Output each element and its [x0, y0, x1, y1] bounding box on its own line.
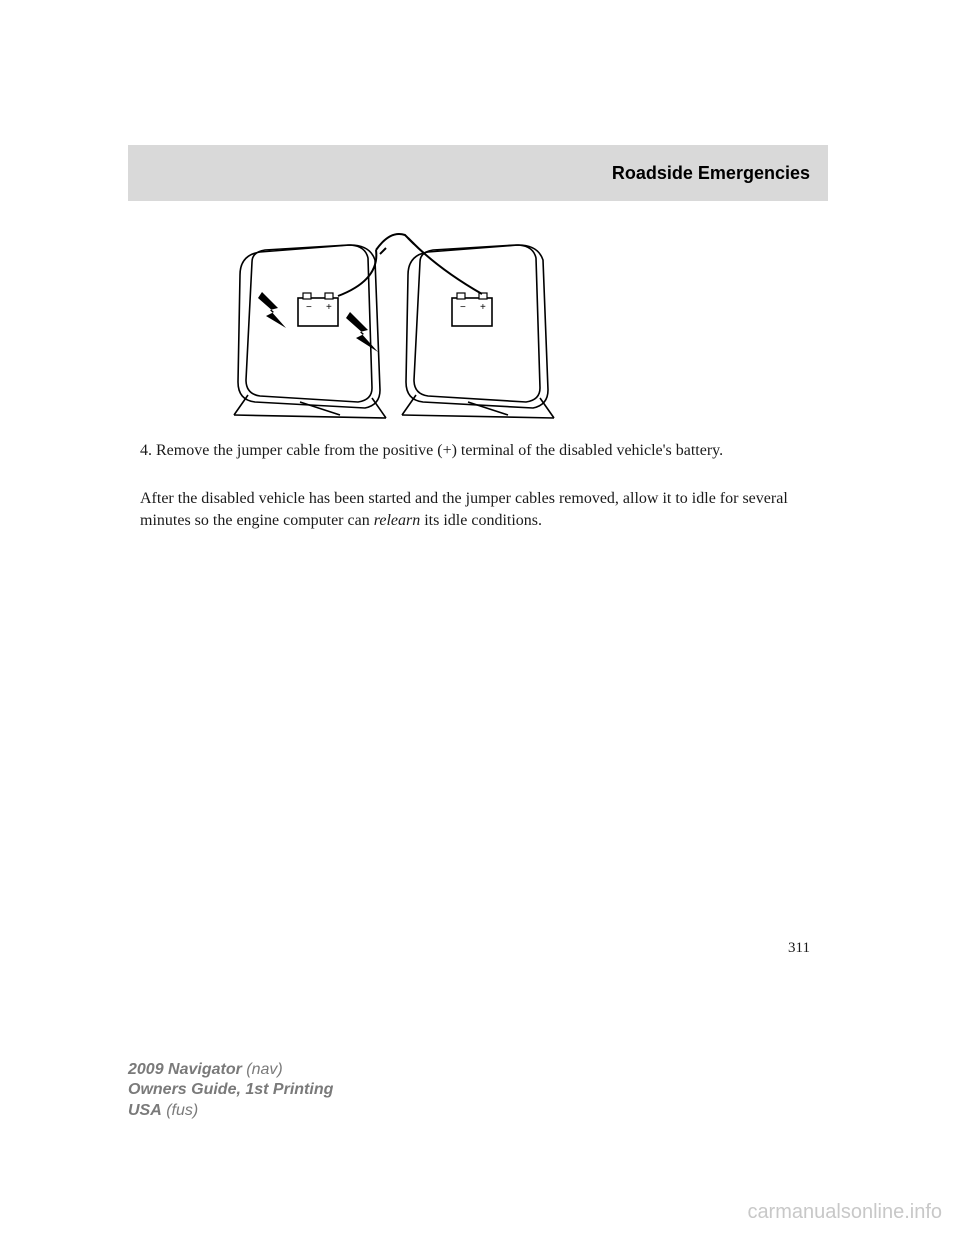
note-text-post: its idle conditions.: [420, 512, 542, 529]
instruction-step-4: 4. Remove the jumper cable from the posi…: [140, 440, 820, 462]
instruction-note: After the disabled vehicle has been star…: [140, 488, 820, 531]
footer-vehicle-code: (nav): [242, 1061, 283, 1078]
footer-line-2: Owners Guide, 1st Printing: [128, 1080, 333, 1101]
right-vehicle-icon: [402, 245, 554, 418]
note-text-italic: relearn: [374, 512, 421, 529]
right-battery-icon: − +: [452, 293, 492, 326]
footer-line-3: USA (fus): [128, 1101, 333, 1122]
source-watermark: carmanualsonline.info: [747, 1201, 942, 1224]
document-footer: 2009 Navigator (nav) Owners Guide, 1st P…: [128, 1060, 333, 1122]
page-number: 311: [788, 940, 810, 957]
left-vehicle-icon: [234, 245, 386, 418]
footer-guide: Owners Guide, 1st Printing: [128, 1081, 333, 1098]
battery-minus-label: −: [460, 302, 466, 313]
left-battery-icon: − +: [298, 293, 338, 326]
manual-page: Roadside Emergencies − +: [0, 0, 960, 1242]
footer-line-1: 2009 Navigator (nav): [128, 1060, 333, 1081]
footer-vehicle: 2009 Navigator: [128, 1061, 242, 1078]
battery-plus-label: +: [480, 302, 486, 313]
section-header-band: Roadside Emergencies: [128, 145, 828, 201]
battery-minus-label: −: [306, 302, 312, 313]
battery-plus-label: +: [326, 302, 332, 313]
footer-region-code: (fus): [162, 1102, 198, 1119]
jumper-cable-diagram: − + − +: [230, 220, 560, 420]
section-title: Roadside Emergencies: [612, 163, 810, 184]
footer-region: USA: [128, 1102, 162, 1119]
